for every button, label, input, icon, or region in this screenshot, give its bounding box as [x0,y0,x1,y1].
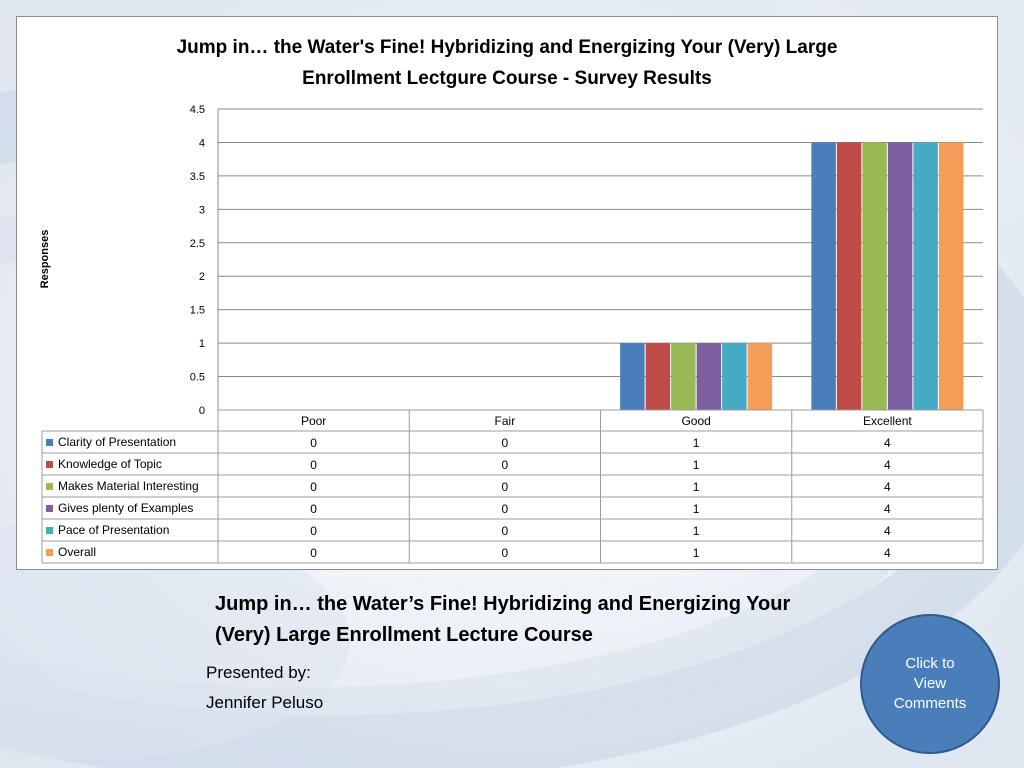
y-tick-label: 1.5 [190,305,205,317]
legend-key [46,483,53,490]
y-tick-label: 4 [199,137,205,149]
series-name: Pace of Presentation [58,523,169,537]
legend-key [46,461,53,468]
legend-key [46,439,53,446]
bar [938,142,964,410]
table-value: 0 [310,546,317,560]
bar [696,343,722,410]
bar [811,142,836,410]
table-value: 1 [693,502,700,516]
legend-key [46,527,53,534]
legend-key [46,505,53,512]
survey-bar-chart: Jump in… the Water's Fine! Hybridizing a… [39,37,984,564]
y-tick-label: 0 [199,405,205,417]
chart-title-line1: Jump in… the Water's Fine! Hybridizing a… [177,37,838,58]
bar [620,343,645,410]
series-name: Gives plenty of Examples [58,501,193,515]
presenter-name: Jennifer Peluso [206,693,324,712]
bar [747,343,773,410]
series-name: Overall [58,545,96,559]
y-tick-label: 2 [199,271,205,283]
table-value: 1 [693,546,700,560]
category-label: Poor [301,414,326,428]
slide-title: Jump in… the Water’s Fine! Hybridizing a… [215,593,791,646]
table-value: 0 [310,458,317,472]
y-tick-label: 0.5 [190,372,205,384]
table-value: 0 [502,480,509,494]
series-name: Makes Material Interesting [58,479,199,493]
table-value: 4 [884,502,891,516]
table-value: 0 [310,436,317,450]
bar [722,343,747,410]
table-value: 0 [502,436,509,450]
chart-container: Jump in… the Water's Fine! Hybridizing a… [16,16,998,570]
table-value: 0 [310,502,317,516]
legend-key [46,549,53,556]
table-value: 0 [310,480,317,494]
bar [671,343,696,410]
table-value: 0 [502,546,509,560]
bar [645,343,671,410]
table-value: 1 [693,480,700,494]
presented-by-label: Presented by: [206,663,311,682]
table-value: 0 [502,524,509,538]
view-comments-button[interactable]: Click to View Comments [860,614,1000,754]
table-value: 4 [884,436,891,450]
table-value: 4 [884,480,891,494]
y-tick-label: 3 [199,204,205,216]
category-label: Fair [495,414,516,428]
table-value: 4 [884,546,891,560]
y-tick-labels: 0 0.5 1 1.5 2 2.5 3 3.5 4 4.5 [190,104,205,417]
table-value: 4 [884,458,891,472]
table-value: 0 [502,502,509,516]
y-tick-label: 2.5 [190,238,205,250]
bars [620,142,964,410]
series-name: Knowledge of Topic [58,457,162,471]
table-value: 0 [502,458,509,472]
y-tick-label: 1 [199,338,205,350]
series-name: Clarity of Presentation [58,435,176,449]
bar [913,142,938,410]
bar [836,142,862,410]
table-value: 1 [693,458,700,472]
y-axis-label: Responses [39,230,51,289]
table-value: 1 [693,524,700,538]
category-label: Excellent [863,414,912,428]
chart-title-line2: Enrollment Lectgure Course - Survey Resu… [302,68,712,89]
category-label: Good [681,414,710,428]
y-tick-label: 4.5 [190,104,205,116]
y-tick-label: 3.5 [190,171,205,183]
bar [887,142,913,410]
table-value: 0 [310,524,317,538]
data-table: Poor Fair Good Excellent Clarity of Presenta… [41,409,984,564]
bar [862,142,887,410]
table-value: 4 [884,524,891,538]
view-comments-label: Click to View Comments [893,655,967,712]
table-value: 1 [693,436,700,450]
